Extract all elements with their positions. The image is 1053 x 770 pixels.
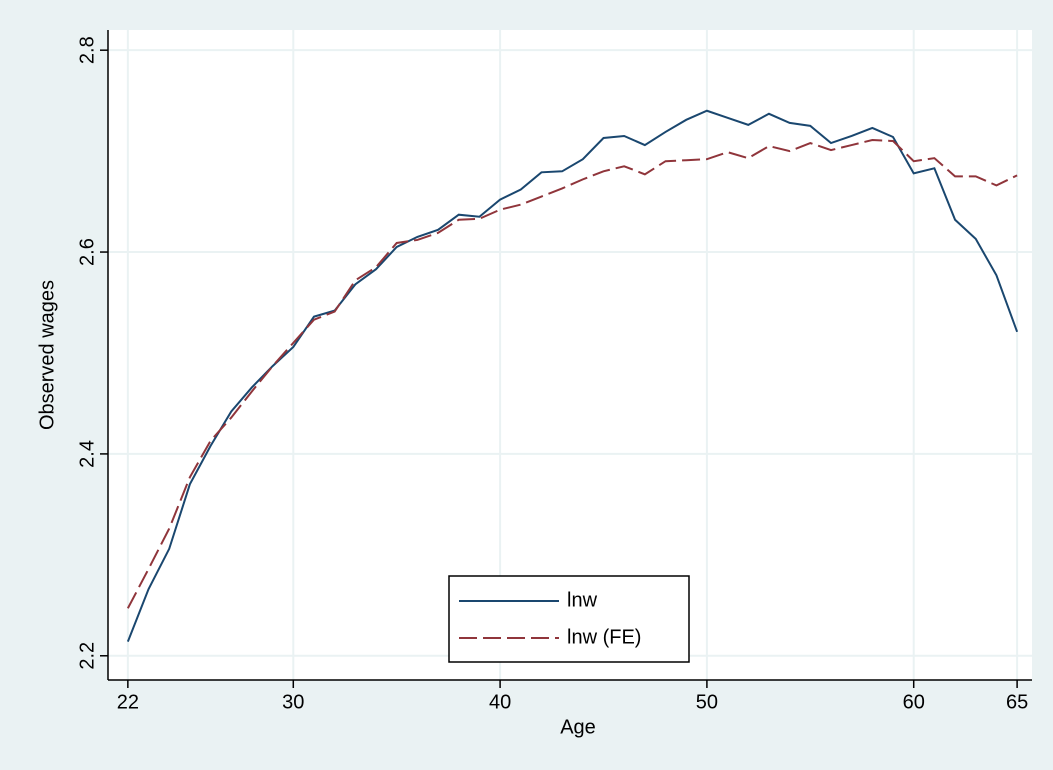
legend-label: lnw xyxy=(567,589,598,611)
legend-label: lnw (FE) xyxy=(567,626,641,648)
y-tick-label: 2.6 xyxy=(76,238,98,266)
x-tick-label: 60 xyxy=(903,691,925,713)
plot-area xyxy=(108,30,1032,680)
y-tick-label: 2.2 xyxy=(76,642,98,670)
x-tick-label: 40 xyxy=(489,691,511,713)
y-axis-label: Observed wages xyxy=(36,280,58,430)
x-tick-label: 65 xyxy=(1006,691,1028,713)
x-tick-label: 22 xyxy=(117,691,139,713)
legend-box xyxy=(448,575,690,663)
x-axis-label: Age xyxy=(560,716,596,738)
x-tick-label: 30 xyxy=(282,691,304,713)
data-line xyxy=(126,139,1018,609)
y-tick-label: 2.8 xyxy=(76,36,98,64)
y-tick-label: 2.4 xyxy=(76,440,98,468)
x-tick-label: 50 xyxy=(696,691,718,713)
